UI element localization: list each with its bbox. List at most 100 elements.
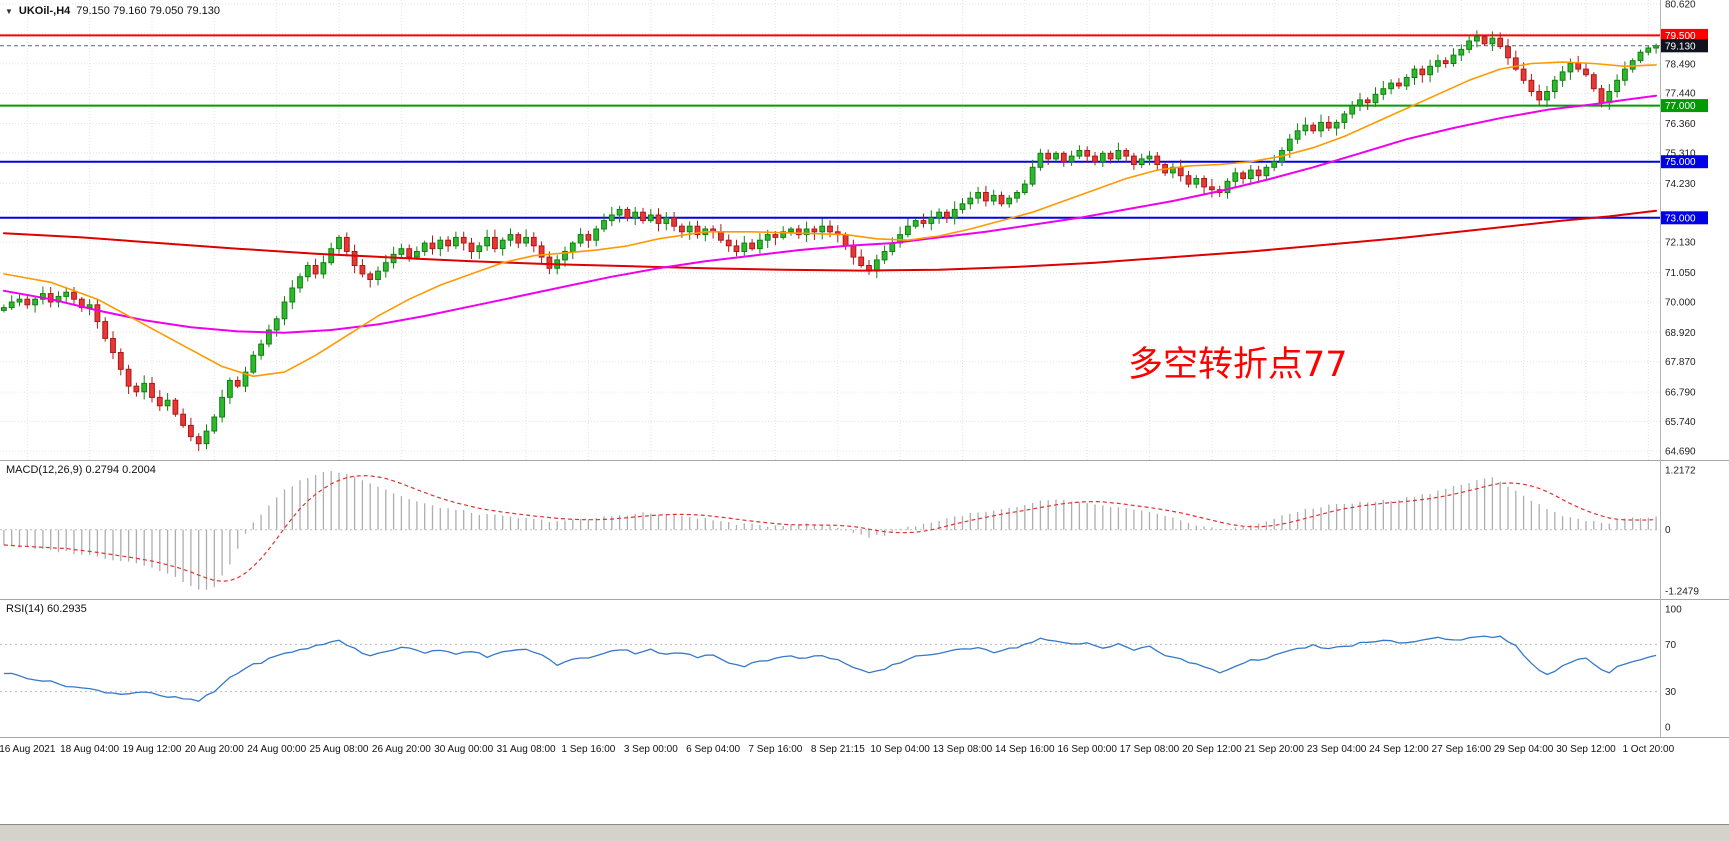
candle-up [211,416,218,432]
candle-up [250,354,257,373]
main-chart-panel: 80.620 78.490 77.440 76.360 75.310 74.230 72.1… [0,0,1729,460]
candle-up [523,236,530,244]
candle-up [1318,121,1324,132]
candle-down [1481,36,1488,45]
candle-up [382,262,389,272]
candle-down [694,225,701,236]
time-axis-label: 25 Aug 08:00 [309,744,369,755]
candle-down [998,194,1005,205]
macd-tick-label: 1.2172 [1665,466,1696,477]
candle-down [47,293,54,303]
time-axis-label: 24 Sep 12:00 [1369,744,1429,755]
candle-down [1185,175,1192,185]
symbol-dropdown-icon[interactable]: ▼ [5,6,13,16]
candle-down [624,208,631,219]
candle-up [951,208,958,219]
candle-up [905,225,911,236]
candle-up [1559,71,1566,81]
price-badge-text: 73.000 [1665,213,1696,224]
time-axis-label: 10 Sep 04:00 [870,744,930,755]
price-badge-73.000 [1661,211,1708,225]
time-axis-label: 14 Sep 16:00 [995,744,1055,755]
candle-down [671,217,678,227]
price-tick-label: 77.440 [1665,89,1696,100]
candle-up [562,251,568,261]
candle-down [538,245,545,258]
candle-up [437,239,444,250]
candle-down [920,220,927,224]
candle-up [1474,36,1480,42]
main-chart-canvas[interactable]: 80.620 78.490 77.440 76.360 75.310 74.230 72.1… [0,0,1729,460]
candle-down [117,352,124,370]
candle-down [850,245,857,258]
time-axis-label: 3 Sep 00:00 [623,744,678,755]
price-tick-label: 78.490 [1665,59,1696,70]
candle-up [328,248,335,264]
time-axis-label: 16 Sep 00:00 [1057,744,1117,755]
candle-up [1224,180,1231,194]
candle-down [234,380,241,387]
candle-down [1240,172,1246,179]
candle-up [1435,60,1441,67]
candle-up [289,287,296,303]
price-badge-text: 79.500 [1665,31,1696,42]
time-axis-label: 31 Aug 08:00 [496,744,556,755]
macd-canvas[interactable]: 1.2172 0 -1.2479 [0,460,1729,599]
candle-down [406,248,413,258]
candle-up [1,307,7,311]
candle-down [1590,74,1597,90]
candle-down [530,236,537,247]
rsi-tick-label: 70 [1665,640,1677,651]
ma-slow-red [2,209,1658,272]
candle-up [203,430,210,445]
candle-up [1294,130,1301,140]
candle-up [803,228,810,236]
candle-up [219,396,225,418]
candle-up [421,242,428,253]
candle-up [414,251,420,258]
candle-down [468,242,475,253]
symbol-bar: ▼ UKOil-,H4 79.150 79.160 79.050 79.130 [5,5,220,17]
price-badge-text: 79.130 [1665,41,1696,52]
candle-down [795,228,802,236]
ma-fast-orange [3,61,1657,378]
candle-up [1263,166,1270,177]
time-axis-label: 18 Aug 04:00 [60,744,120,755]
price-tick-label: 64.690 [1665,447,1696,458]
candle-up [398,248,405,255]
price-tick-label: 65.740 [1665,417,1696,428]
candle-up [608,214,615,222]
time-axis-label: 30 Sep 12:00 [1556,744,1616,755]
candle-up [1544,91,1550,101]
time-axis-label: 16 Aug 2021 [0,744,56,755]
time-axis[interactable]: 16 Aug 2021 18 Aug 04:00 19 Aug 12:00 20 Au… [0,737,1729,767]
candle-up [1333,121,1340,129]
candle-down [1396,82,1402,87]
candle-up [1357,99,1363,107]
time-axis-label: 8 Sep 21:15 [810,744,865,755]
price-tick-label: 70.000 [1665,298,1696,309]
candle-up [273,318,280,331]
candle-up [1302,124,1309,132]
candle-up [336,236,342,250]
candle-down [640,211,646,222]
rsi-canvas[interactable]: 100 70 30 0 [0,599,1729,737]
time-axis-label: 21 Sep 20:00 [1244,744,1304,755]
candle-down [1060,152,1067,163]
candle-up [1099,152,1106,163]
price-badge-75.000 [1661,155,1708,169]
candle-up [1629,60,1636,70]
candle-up [959,203,966,210]
candle-down [125,368,132,387]
time-axis-label: 17 Sep 08:00 [1119,744,1180,755]
macd-panel: 1.2172 0 -1.2479 MACD(12,26,9) 0.2794 0.20… [0,460,1729,599]
rsi-line [3,635,1657,702]
candle-down [172,399,179,415]
candle-down [1528,79,1535,93]
candle-up [375,270,381,281]
candle-up [1053,152,1059,160]
candle-down [772,234,779,238]
candle-up [616,208,623,216]
candle-down [133,385,140,393]
candle-up [1286,138,1293,151]
